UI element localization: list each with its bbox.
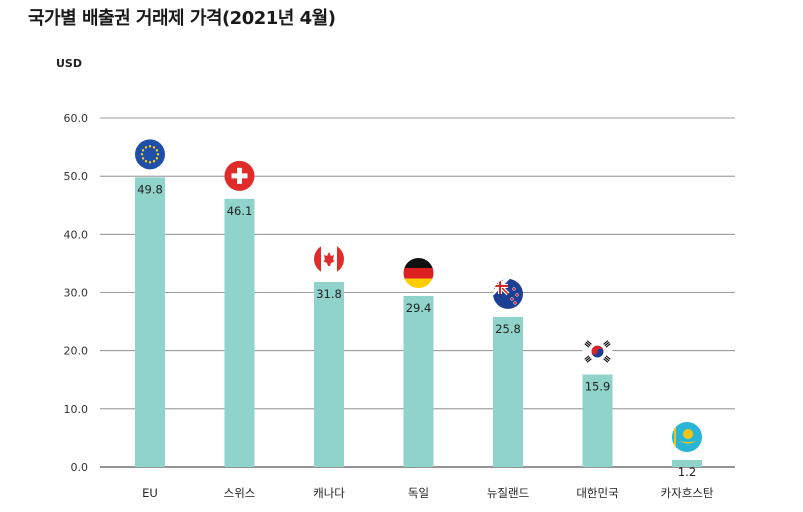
new-zealand-flag-icon bbox=[493, 278, 523, 309]
y-tick-label: 40.0 bbox=[64, 228, 89, 241]
bar bbox=[224, 198, 255, 467]
y-tick-label: 10.0 bbox=[64, 403, 89, 416]
data-label: 31.8 bbox=[316, 287, 342, 301]
switzerland-flag-icon bbox=[224, 160, 255, 191]
x-tick-label: EU bbox=[142, 486, 158, 500]
bar bbox=[314, 282, 344, 467]
bar bbox=[493, 316, 523, 467]
data-label: 46.1 bbox=[227, 204, 253, 218]
bar bbox=[135, 177, 165, 467]
x-tick-label: 카자흐스탄 bbox=[661, 486, 714, 500]
kazakhstan-flag-icon bbox=[672, 422, 702, 453]
gridlines bbox=[100, 117, 735, 468]
data-label: 49.8 bbox=[137, 182, 163, 196]
bars bbox=[135, 177, 702, 467]
y-tick-label: 0.0 bbox=[71, 461, 89, 474]
south-korea-flag-icon bbox=[582, 336, 613, 367]
x-tick-label: 캐나다 bbox=[313, 486, 345, 500]
y-tick-label: 60.0 bbox=[64, 112, 89, 125]
data-label: 29.4 bbox=[406, 301, 432, 315]
y-tick-label: 20.0 bbox=[64, 345, 89, 358]
x-tick-label: 뉴질랜드 bbox=[487, 486, 529, 500]
x-tick-label: 대한민국 bbox=[576, 486, 618, 500]
bar bbox=[672, 460, 702, 467]
y-tick-label: 50.0 bbox=[64, 170, 89, 183]
y-axis-unit-label: USD bbox=[56, 57, 82, 70]
eu-flag-icon bbox=[135, 139, 165, 170]
chart-title: 국가별 배출권 거래제 가격(2021년 4월) bbox=[28, 8, 336, 29]
bar bbox=[582, 374, 613, 467]
canada-flag-icon bbox=[314, 244, 344, 275]
x-tick-label: 스위스 bbox=[224, 486, 256, 500]
data-label: 15.9 bbox=[585, 380, 611, 394]
data-labels: 49.8 46.1 31.8 29.4 25.8 15.9 1.2 bbox=[137, 182, 696, 479]
y-axis-ticks: 0.0 10.0 20.0 30.0 40.0 50.0 60.0 bbox=[64, 112, 89, 474]
x-tick-label: 독일 bbox=[408, 486, 429, 500]
data-label: 1.2 bbox=[678, 465, 696, 479]
bar bbox=[403, 295, 434, 467]
germany-flag-icon bbox=[403, 257, 434, 288]
flags bbox=[135, 139, 702, 453]
x-axis-categories: EU 스위스 캐나다 독일 뉴질랜드 대한민국 카자흐스탄 bbox=[142, 486, 714, 500]
y-tick-label: 30.0 bbox=[64, 287, 89, 300]
data-label: 25.8 bbox=[495, 322, 521, 336]
